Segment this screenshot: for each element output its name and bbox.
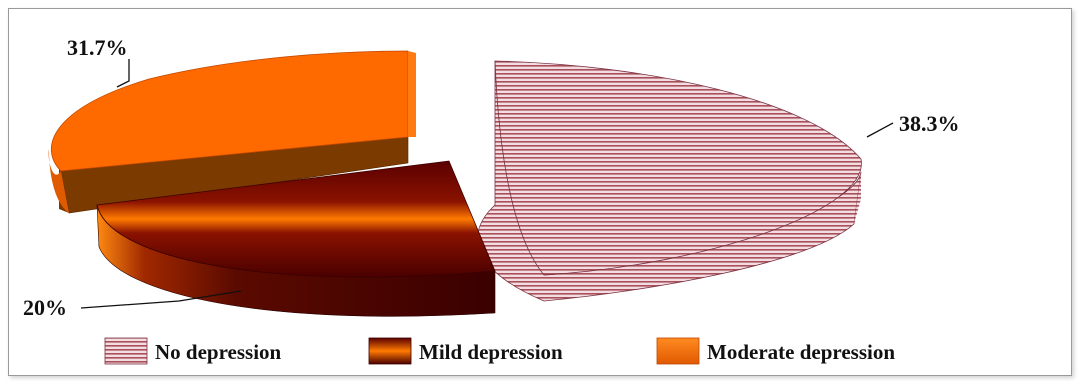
leader-line-moderate <box>116 59 130 88</box>
leader-line-mild <box>80 290 242 309</box>
chart-frame: 31.7% 38.3% 20% No depression Mild depre… <box>8 8 1072 376</box>
data-label-mild-depression: 20% <box>23 295 67 320</box>
legend-swatch-moderate-depression <box>656 337 700 365</box>
legend-swatch-mild-depression <box>368 337 412 365</box>
legend-item-no-depression: No depression <box>104 337 282 365</box>
legend-label-no-depression: No depression <box>155 340 282 364</box>
legend: No depression Mild depression Moderate d… <box>104 337 895 365</box>
legend-item-mild-depression: Mild depression <box>368 337 563 365</box>
slice-mild-depression <box>96 160 496 317</box>
data-label-no-depression: 38.3% <box>899 111 960 136</box>
legend-label-mild-depression: Mild depression <box>419 340 563 364</box>
data-label-moderate-depression: 31.7% <box>67 35 128 60</box>
leader-line-no-depression <box>866 122 894 138</box>
legend-item-moderate-depression: Moderate depression <box>656 337 895 365</box>
slice-moderate-depression <box>48 50 416 214</box>
legend-label-moderate-depression: Moderate depression <box>707 340 895 364</box>
legend-swatch-no-depression <box>104 337 148 365</box>
leader-lines <box>80 59 894 309</box>
pie-chart: 31.7% 38.3% 20% No depression Mild depre… <box>23 35 960 365</box>
slice-no-depression <box>477 60 862 302</box>
